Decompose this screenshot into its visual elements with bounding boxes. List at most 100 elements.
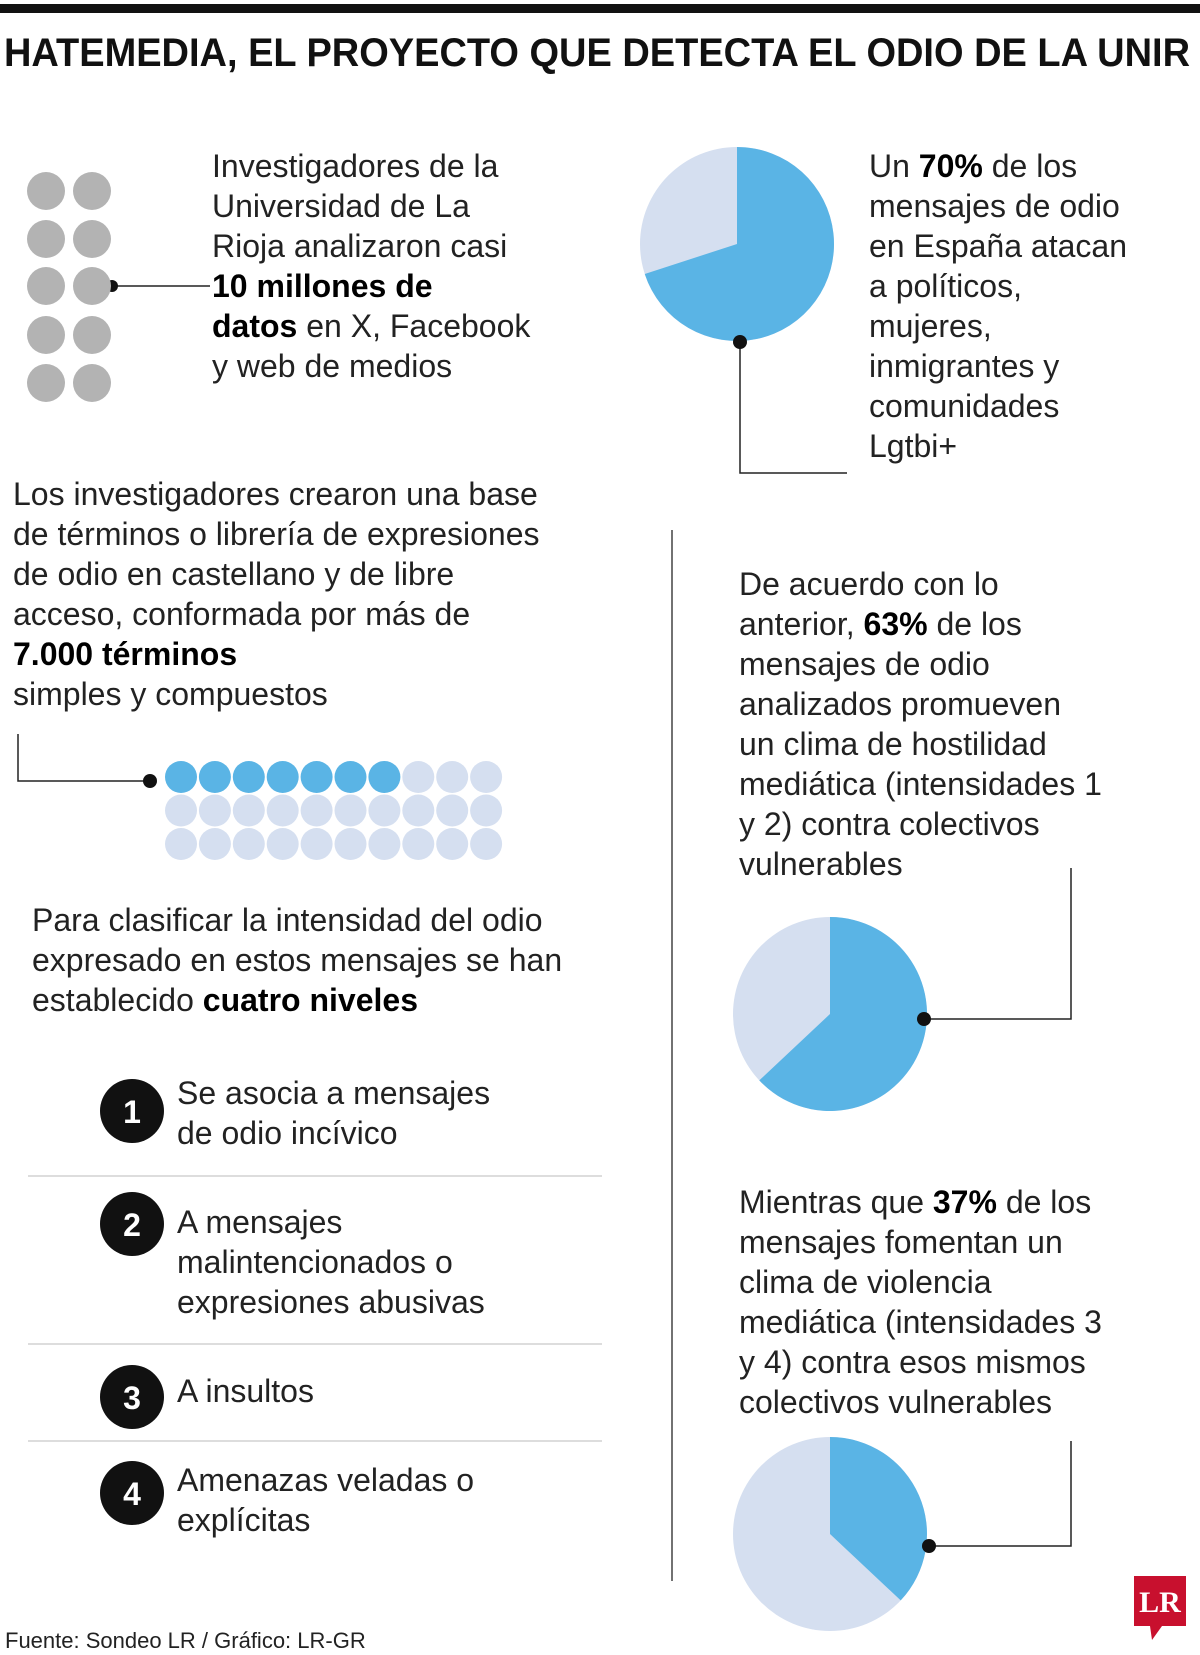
decor-dot xyxy=(402,794,435,827)
text: mensajes de odio xyxy=(869,188,1120,224)
text: Lgtbi+ xyxy=(869,428,957,464)
decor-dot xyxy=(27,172,65,210)
decor-dot xyxy=(470,828,503,860)
text-line: vulnerables xyxy=(739,846,903,882)
text-line: Universidad de La xyxy=(212,188,470,224)
text-line: acceso, conformada por más de xyxy=(13,596,470,632)
text: un clima de hostilidad xyxy=(739,726,1047,762)
connector xyxy=(739,342,847,474)
level-text: A mensajes xyxy=(177,1204,342,1240)
text: a políticos, xyxy=(869,268,1022,304)
level-number: 1 xyxy=(123,1094,141,1130)
title: HATEMEDIA, EL PROYECTO QUE DETECTA EL OD… xyxy=(4,31,1190,75)
text: de los xyxy=(928,606,1022,642)
text-line: expresado en estos mensajes se han xyxy=(32,942,562,978)
text: Universidad de La xyxy=(212,188,470,224)
decor-dot xyxy=(436,761,469,793)
text-line: datos en X, Facebook xyxy=(212,308,531,344)
text-line: Para clasificar la intensidad del odio xyxy=(32,902,543,938)
bold-text: 70% xyxy=(919,148,983,184)
connector xyxy=(17,734,150,782)
connector xyxy=(924,868,1072,1020)
decor-dot xyxy=(402,828,435,860)
connector-dot xyxy=(143,774,157,788)
text-line: Investigadores de la xyxy=(212,148,499,184)
logo-box xyxy=(1134,1576,1186,1626)
text-line: colectivos vulnerables xyxy=(739,1384,1052,1420)
text-line: simples y compuestos xyxy=(13,676,328,712)
decor-dot xyxy=(232,761,265,793)
text: establecido xyxy=(32,982,203,1018)
text: De acuerdo con lo xyxy=(739,566,999,602)
level-number: 3 xyxy=(123,1380,141,1416)
decor-dot xyxy=(27,267,65,305)
decor-dot xyxy=(436,794,469,827)
text-line: 10 millones de xyxy=(212,268,433,304)
pie-slice xyxy=(759,917,927,1111)
bold-text: 37% xyxy=(933,1184,997,1220)
top-rule xyxy=(0,4,1200,13)
text-line: en España atacan xyxy=(869,228,1127,264)
decor-dot xyxy=(368,828,401,860)
text: Para clasificar la intensidad del odio xyxy=(32,902,543,938)
level-badge xyxy=(100,1365,164,1429)
decor-dot xyxy=(300,828,333,860)
level-text: expresiones abusivas xyxy=(177,1284,485,1320)
decor-dot xyxy=(334,828,367,860)
text-line: un clima de hostilidad xyxy=(739,726,1047,762)
text: y 2) contra colectivos xyxy=(739,806,1040,842)
text-line: analizados promueven xyxy=(739,686,1061,722)
decor-dot xyxy=(436,828,469,860)
decor-dot xyxy=(73,267,111,305)
level-text: Amenazas veladas o xyxy=(177,1462,474,1498)
text: en X, Facebook xyxy=(297,308,531,344)
decor-dot xyxy=(470,761,503,793)
text-line: Rioja analizaron casi xyxy=(212,228,507,264)
text-line: mensajes de odio xyxy=(739,646,990,682)
level-badge xyxy=(100,1192,164,1256)
logo: LR xyxy=(1134,1576,1186,1640)
connector-dot xyxy=(917,1012,931,1026)
decor-dot xyxy=(165,794,197,827)
text-line: establecido cuatro niveles xyxy=(32,982,418,1018)
decor-dot xyxy=(73,220,111,258)
decor-dot xyxy=(73,172,111,210)
text-line: a políticos, xyxy=(869,268,1022,304)
logo-tail xyxy=(1150,1626,1162,1640)
text: mediática (intensidades 1 xyxy=(739,766,1102,802)
level-text: de odio incívico xyxy=(177,1115,398,1151)
text-line: mensajes de odio xyxy=(869,188,1120,224)
pie-slice xyxy=(644,147,834,341)
text-line: Mientras que 37% de los xyxy=(739,1184,1091,1220)
level-text: explícitas xyxy=(177,1502,310,1538)
connector-dot xyxy=(733,335,747,349)
text: de términos o librería de expresiones xyxy=(13,516,540,552)
level-badge xyxy=(100,1079,164,1143)
text: vulnerables xyxy=(739,846,903,882)
decor-dot xyxy=(198,828,231,860)
bold-text: cuatro niveles xyxy=(203,982,418,1018)
decor-dot xyxy=(73,364,111,402)
text-line: Lgtbi+ xyxy=(869,428,957,464)
text-line: y web de medios xyxy=(212,348,452,384)
decor-dot xyxy=(198,794,231,827)
text: Los investigadores crearon una base xyxy=(13,476,538,512)
decor-dot xyxy=(165,761,197,793)
decor-dot xyxy=(165,828,197,860)
decor-dot xyxy=(27,364,65,402)
text: Investigadores de la xyxy=(212,148,499,184)
text: Rioja analizaron casi xyxy=(212,228,507,264)
text-line: inmigrantes y xyxy=(869,348,1059,384)
text-line: de términos o librería de expresiones xyxy=(13,516,540,552)
text-line: mensajes fomentan un xyxy=(739,1224,1063,1260)
text-line: mediática (intensidades 3 xyxy=(739,1304,1102,1340)
text: colectivos vulnerables xyxy=(739,1384,1052,1420)
text-line: De acuerdo con lo xyxy=(739,566,999,602)
text-line: clima de violencia xyxy=(739,1264,992,1300)
text: de los xyxy=(983,148,1077,184)
text: mediática (intensidades 3 xyxy=(739,1304,1102,1340)
decor-dot xyxy=(198,761,231,793)
text-line: Los investigadores crearon una base xyxy=(13,476,538,512)
logo-text: LR xyxy=(1139,1586,1181,1619)
